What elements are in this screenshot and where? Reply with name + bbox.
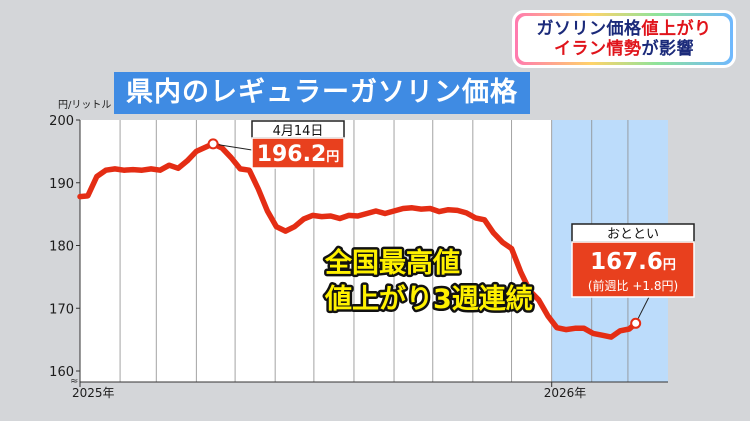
caption-line: 値上がり3週連続 — [324, 283, 533, 315]
y-tick-label: 190 — [49, 177, 74, 192]
topic-line-1-highlight: 値上がり — [641, 18, 712, 39]
y-tick-label: 200 — [49, 114, 74, 129]
latest-value-unit: 円 — [663, 258, 676, 273]
y-tick-label: 180 — [49, 240, 74, 255]
y-tick-label: 170 — [49, 302, 74, 317]
topic-line-2-text: が影響 — [641, 39, 694, 59]
peak-date-label: 4月14日 — [273, 124, 324, 139]
y-tick-label: 160 — [49, 365, 74, 380]
chart-title: 県内のレギュラーガソリン価格 — [114, 72, 530, 114]
latest-date-label: おととい — [607, 227, 659, 242]
x-tick-label: 2026年 — [544, 386, 587, 400]
latest-change-label: (前週比 +1.8円) — [588, 278, 678, 293]
peak-value-number: 196.2 — [257, 142, 327, 167]
peak-leader-line — [213, 143, 253, 151]
topic-line-2-highlight: イラン情勢 — [554, 39, 642, 59]
y-axis-unit-label: 円/リットル — [58, 100, 112, 111]
latest-value-box — [571, 241, 695, 298]
topic-line-1: ガソリン価格値上がり — [537, 19, 712, 39]
peak-value-box — [251, 137, 345, 169]
latest-marker — [630, 317, 642, 329]
peak-value-label: 196.2円 — [257, 142, 340, 167]
x-tick-label: 2025年 — [72, 386, 115, 400]
peak-value-unit: 円 — [326, 150, 339, 165]
topic-box-inner: ガソリン価格値上がり イラン情勢が影響 — [518, 16, 730, 62]
latest-value-label: 167.6円 — [590, 249, 676, 275]
price-series-line — [77, 141, 639, 340]
axis-break-mark: ≈ — [70, 376, 78, 387]
peak-marker — [207, 138, 219, 150]
caption-line: 全国最高値 — [324, 247, 460, 279]
topic-line-1-text: ガソリン価格 — [536, 18, 642, 39]
latest-value-number: 167.6 — [590, 249, 663, 275]
topic-line-2: イラン情勢が影響 — [554, 39, 694, 59]
topic-box: ガソリン価格値上がり イラン情勢が影響 — [512, 10, 736, 68]
